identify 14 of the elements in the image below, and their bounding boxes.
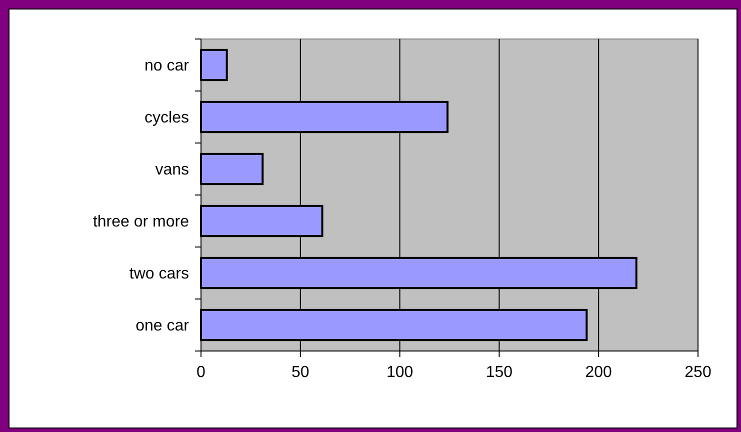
x-tick-label: 100 [386, 364, 414, 381]
y-tick-label: vans [155, 162, 189, 179]
x-tick-label: 50 [292, 364, 310, 381]
y-tick-label: cycles [144, 110, 189, 127]
y-tick-label: two cars [129, 266, 189, 283]
y-tick-label: no car [144, 58, 190, 75]
x-tick-label: 150 [486, 364, 513, 381]
bar [200, 152, 264, 186]
x-tick-label: 200 [585, 364, 612, 381]
y-tick-label: one car [136, 318, 190, 335]
y-tick-label: three or more [92, 214, 190, 231]
x-tick-label: 0 [196, 364, 206, 381]
x-tick-label: 250 [684, 364, 712, 381]
bar [200, 48, 228, 82]
